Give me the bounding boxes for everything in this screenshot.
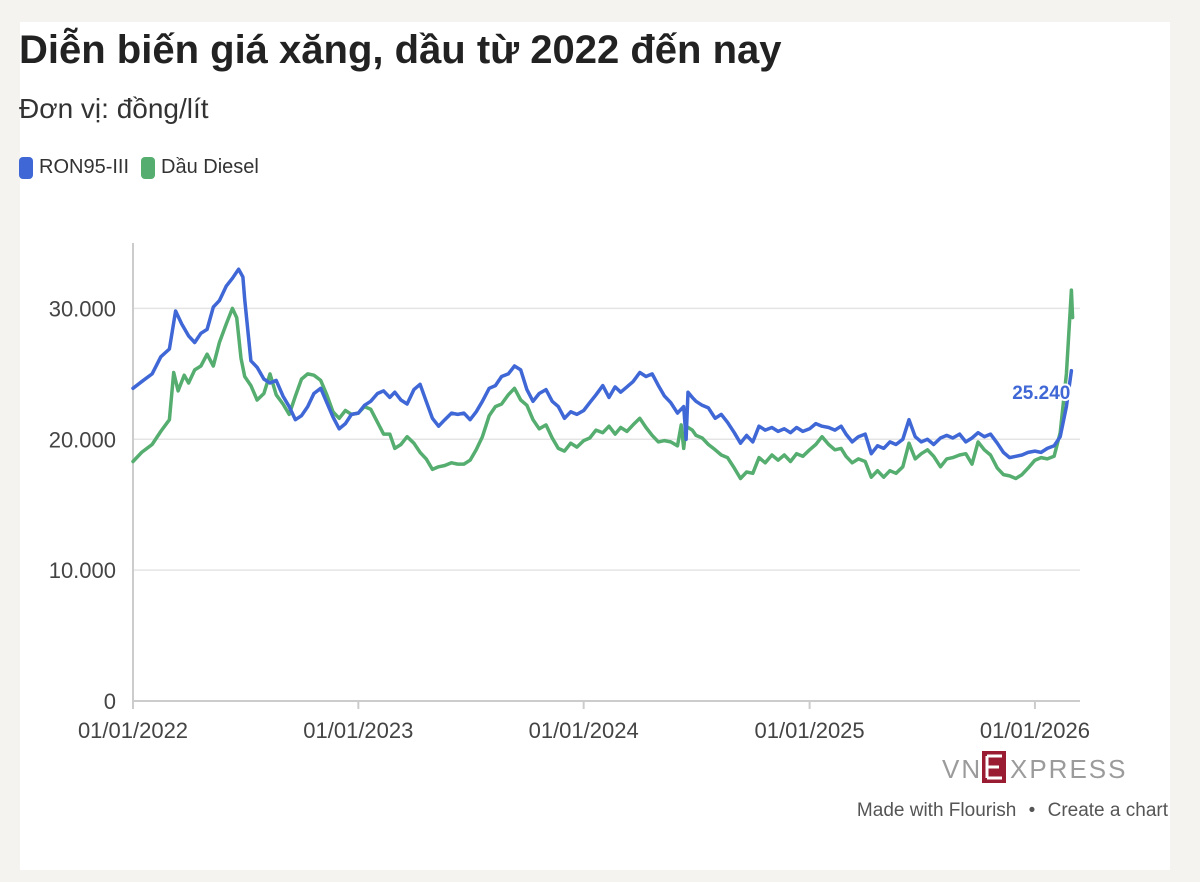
y-tick-label: 30.000	[49, 296, 116, 321]
logo-text-right: XPRESS	[1010, 754, 1128, 784]
y-tick-label: 0	[104, 689, 116, 714]
x-tick-label: 01/01/2024	[529, 718, 639, 743]
logo-e-glyph	[985, 754, 1002, 780]
logo-text-left: VN	[942, 754, 982, 784]
axis-layer: 0 10.000 20.000 30.000 01/01/2022 01/01/2023 0…	[49, 243, 1090, 743]
create-chart-link[interactable]: Create a chart	[1047, 800, 1168, 821]
y-tick-label: 10.000	[49, 558, 116, 583]
series-line-ron95	[131, 267, 1074, 460]
legend-item-ron95[interactable]: RON95-III	[19, 156, 129, 179]
legend-swatch-diesel	[141, 156, 156, 179]
y-tick-label: 20.000	[49, 427, 116, 452]
x-tick-label: 01/01/2026	[980, 718, 1090, 743]
vnexpress-logo: VN XPRESS	[942, 751, 1128, 784]
label-layer: 25.240	[1010, 381, 1072, 406]
x-tick-label: 01/01/2022	[78, 718, 188, 743]
x-tick-label: 01/01/2023	[303, 718, 413, 743]
made-with-flourish-link[interactable]: Made with Flourish	[856, 800, 1017, 821]
footer-separator: •	[1028, 800, 1036, 821]
end-value-label: 25.240	[1012, 383, 1070, 404]
legend-label-ron95: RON95-III	[39, 156, 130, 178]
grid-layer	[133, 307, 1080, 571]
footer: Made with Flourish • Create a chart	[857, 800, 1168, 822]
series-line-diesel	[131, 288, 1075, 481]
legend-item-diesel[interactable]: Dầu Diesel	[141, 156, 259, 179]
series-layer	[131, 267, 1075, 481]
chart-legend: RON95-III Dầu Diesel	[19, 156, 271, 179]
legend-label-diesel: Dầu Diesel	[161, 156, 259, 178]
legend-swatch-ron95	[19, 156, 33, 179]
x-tick-label: 01/01/2025	[755, 718, 865, 743]
chart-title: Diễn biến giá xăng, dầu từ 2022 đến nay	[19, 28, 782, 72]
chart-subtitle: Đơn vị: đồng/lít	[19, 93, 209, 124]
